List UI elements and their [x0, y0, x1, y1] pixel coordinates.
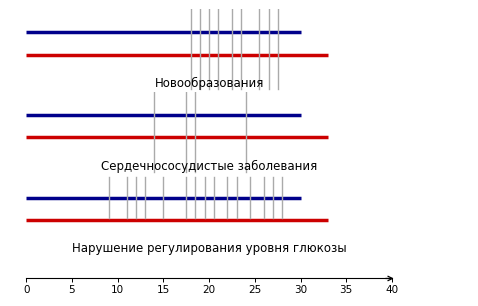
Text: Нарушение регулирования уровня глюкозы: Нарушение регулирования уровня глюкозы: [72, 242, 347, 255]
Text: Сердечнососудистые заболевания: Сердечнососудистые заболевания: [101, 160, 317, 173]
Text: Новообразования: Новообразования: [154, 77, 264, 90]
